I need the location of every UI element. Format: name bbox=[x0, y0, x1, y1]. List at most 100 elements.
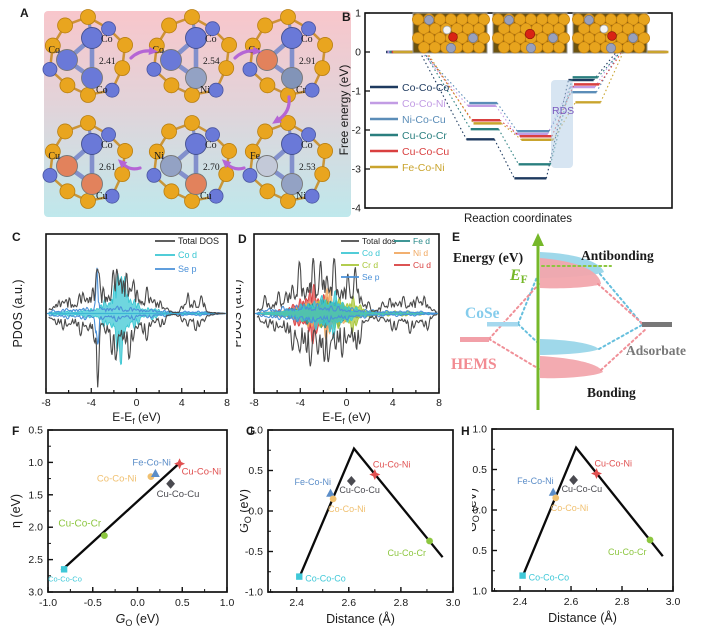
energy-connector bbox=[419, 51, 467, 140]
energy-axis-label: Energy (eV) bbox=[453, 250, 523, 265]
y-axis-label: PDOS (a.u.) bbox=[236, 279, 244, 347]
y-tick-label: -2 bbox=[352, 125, 361, 137]
x-tick-label: -4 bbox=[296, 397, 305, 409]
dos-curve-Se p bbox=[256, 313, 438, 324]
atom-label-top: Co bbox=[101, 34, 113, 45]
data-point-square bbox=[60, 566, 68, 573]
bonding-label: Bonding bbox=[587, 385, 636, 400]
cluster-Ni-Co-Cu: Co Ni Cu 2.70 bbox=[146, 115, 237, 209]
ring-atom-co bbox=[101, 21, 116, 37]
legend-label-Cr d: Cr d bbox=[362, 260, 378, 270]
energy-connector bbox=[501, 122, 522, 141]
ring-atom-co bbox=[242, 61, 258, 77]
legend-label-Fe d: Fe d bbox=[413, 236, 430, 246]
flow-arrowhead bbox=[252, 46, 262, 55]
gold-atom bbox=[473, 22, 485, 35]
slate-atom bbox=[424, 15, 434, 25]
point-label-Cu-Co-Cu: Cu-Co-Cu bbox=[562, 484, 603, 494]
y-axis-label: GO (eV) bbox=[240, 489, 253, 533]
flow-arrowhead bbox=[148, 46, 158, 55]
y-tick-label: -3 bbox=[352, 164, 361, 176]
dos-curve-Total DOS bbox=[48, 268, 226, 314]
atom-label-left: Ni bbox=[154, 151, 164, 162]
ring-atom-se bbox=[280, 193, 296, 209]
ring-atom-co bbox=[205, 21, 220, 37]
ring-atom-co bbox=[208, 188, 224, 204]
legend-label-Co-Co-Ni: Co-Co-Ni bbox=[402, 98, 446, 110]
legend-label-Cu d: Cu d bbox=[413, 260, 431, 270]
atom-label-bottom: Ni bbox=[200, 85, 210, 96]
atom-bottom-Cr bbox=[281, 67, 303, 89]
point-label-Co-Co-Co: Co-Co-Co bbox=[48, 574, 82, 583]
ring-atom-se bbox=[244, 143, 261, 160]
y-tick-label: 0.5 bbox=[248, 465, 263, 477]
y-axis-label: GO (eV) bbox=[472, 488, 481, 532]
ring-atom-se bbox=[57, 17, 73, 34]
ring-atom-se bbox=[161, 17, 177, 34]
energy-connector bbox=[496, 102, 518, 132]
adsorbate-label: Adsorbate bbox=[626, 343, 686, 358]
y-tick-label: -4 bbox=[352, 203, 361, 215]
x-tick-label: -1.0 bbox=[39, 597, 57, 609]
x-tick-label: 2.8 bbox=[394, 597, 409, 609]
cluster-Co-Co-Co: Co Co Co 2.41 bbox=[42, 9, 133, 103]
gold-atom bbox=[509, 41, 521, 54]
atom-bottom-Ni bbox=[281, 173, 303, 195]
ring-atom-se bbox=[218, 60, 235, 77]
ring-atom-co bbox=[208, 82, 224, 98]
slate-atom bbox=[584, 15, 594, 25]
atom-label-bottom: Cr bbox=[296, 85, 307, 96]
energy-axis-arrowhead bbox=[532, 233, 544, 246]
data-point-triangle bbox=[326, 488, 335, 497]
y-tick-label: 1.5 bbox=[28, 489, 43, 501]
ring-atom-se bbox=[314, 60, 331, 77]
y-tick-label: 1.0 bbox=[248, 425, 263, 437]
dos-curve-Total DOS bbox=[48, 313, 226, 388]
x-tick-label: 2.8 bbox=[615, 596, 630, 608]
y-tick-label: 0.5 bbox=[28, 425, 43, 437]
point-label-Cu-Co-Cu: Cu-Co-Cu bbox=[339, 485, 380, 495]
energy-connector bbox=[422, 51, 470, 104]
hybridization-dots bbox=[598, 324, 643, 350]
atom-label-bottom: Ni bbox=[296, 191, 306, 202]
x-tick-label: 2.6 bbox=[341, 597, 356, 609]
atom-label-left: Fe bbox=[250, 151, 261, 162]
data-point-circle bbox=[100, 532, 108, 540]
x-tick-label: -8 bbox=[41, 397, 50, 409]
hybridization-dots bbox=[597, 283, 646, 327]
ring-atom-se bbox=[257, 123, 273, 140]
ring-atom-co bbox=[301, 127, 316, 143]
y-tick-label: 3.0 bbox=[28, 587, 43, 599]
point-label-Fe-Co-Ni: Fe-Co-Ni bbox=[132, 457, 171, 468]
legend-label-Total DOS: Total DOS bbox=[178, 236, 219, 246]
gold-atom bbox=[638, 32, 650, 45]
ring-atom-co bbox=[146, 167, 162, 183]
ring-atom-co bbox=[42, 61, 58, 77]
atom-label-top: Co bbox=[101, 140, 113, 151]
h-atom bbox=[599, 24, 609, 34]
ring-atom-se bbox=[221, 37, 237, 53]
x-tick-label: 0.0 bbox=[130, 597, 145, 609]
gold-atom bbox=[478, 32, 490, 45]
h-atom bbox=[442, 25, 452, 35]
ring-atom-co bbox=[304, 82, 320, 98]
ring-atom-co bbox=[104, 188, 120, 204]
ring-atom-se bbox=[163, 77, 180, 94]
atom-top-Co bbox=[281, 27, 303, 49]
gold-atom bbox=[418, 41, 430, 54]
y-tick-label: 2.5 bbox=[28, 554, 43, 566]
hybridization-dots bbox=[488, 283, 540, 340]
slate-atom bbox=[468, 33, 478, 43]
point-label-Fe-Co-Ni: Fe-Co-Ni bbox=[295, 477, 332, 487]
x-tick-label: 2.4 bbox=[289, 597, 304, 609]
gold-atom bbox=[558, 32, 570, 45]
data-point-diamond bbox=[569, 475, 578, 486]
cluster-Cu-Co-Cr: CoCuCr2.91 bbox=[242, 9, 333, 103]
atom-label-top: Co bbox=[205, 140, 217, 151]
atom-left-Ni bbox=[160, 155, 182, 177]
y-tick-label: -1.0 bbox=[245, 587, 263, 599]
y-tick-label: 1 bbox=[355, 8, 361, 20]
ring-atom-se bbox=[317, 143, 333, 159]
flow-arrowhead bbox=[117, 159, 128, 169]
ring-atom-se bbox=[80, 9, 96, 25]
